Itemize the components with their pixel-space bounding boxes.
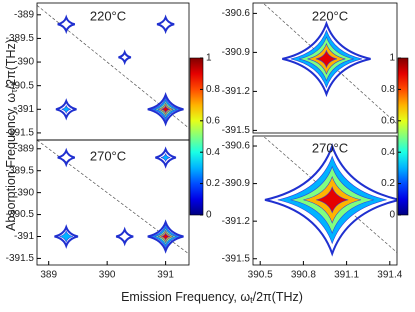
x-tick-label: 391.4 [377, 270, 402, 281]
annotation: 220°C [312, 8, 348, 23]
contour [147, 92, 184, 127]
plot-area [37, 140, 189, 255]
x-tick-label: 391.1 [334, 270, 359, 281]
y-tick-label: -391.5 [6, 128, 35, 139]
contour [118, 49, 132, 66]
y-tick-label: -391.2 [222, 216, 251, 227]
x-tick-label: 390.5 [248, 270, 273, 281]
y-tick-label: -391 [14, 104, 34, 115]
colorbar-tick-label: 0.6 [206, 115, 220, 126]
colorbar-tick-label: 0 [206, 210, 212, 221]
label-text: /2π(THz) [253, 290, 303, 304]
contour [282, 20, 371, 98]
contour [57, 147, 76, 168]
y-tick-label: -391.5 [6, 253, 35, 264]
y-tick-label: -389 [14, 9, 34, 20]
x-tick-label: 389 [40, 270, 57, 281]
y-axis-label: Absorption Frequency, ωτ/2π(THz) [4, 39, 19, 231]
y-tick-label: -390.5 [6, 209, 35, 220]
x-tick-label: 390 [99, 270, 116, 281]
y-tick-label: -390.9 [222, 178, 251, 189]
contour [115, 226, 134, 247]
contour [156, 14, 175, 35]
contour [147, 219, 184, 254]
contour [161, 104, 170, 114]
x-tick-label: 390.8 [291, 270, 316, 281]
colorbar-tick-label: 0.6 [381, 115, 395, 126]
contour [161, 232, 170, 241]
colorbar-tick-label: 0.2 [206, 178, 220, 189]
contour [315, 49, 338, 69]
contour [57, 14, 76, 35]
label-text: /2π(THz) [4, 39, 18, 89]
contour [264, 143, 397, 257]
y-tick-label: -390.9 [222, 47, 251, 58]
colorbar-tick-label: 1 [206, 53, 212, 64]
axes-frame [252, 135, 398, 266]
contour [59, 230, 74, 243]
y-tick-label: -391.5 [222, 125, 251, 136]
contour [316, 186, 349, 214]
axes-frame [252, 2, 398, 134]
label-text: Absorption Frequency, ω [4, 93, 18, 231]
label-text: Emission Frequency, ω [121, 290, 250, 304]
y-tick-label: -391 [14, 231, 34, 242]
colorbar-tick-label: 0.4 [206, 147, 220, 158]
annotation: 270°C [312, 140, 348, 155]
contour [160, 152, 171, 163]
colorbar [189, 57, 204, 216]
colorbar-tick-label: 0.8 [381, 84, 395, 95]
contour [54, 224, 79, 249]
annotation: 220°C [90, 8, 126, 23]
annotation: 270°C [90, 148, 126, 163]
y-tick-label: -390 [14, 187, 34, 198]
colorbar-tick-label: 1 [389, 53, 395, 64]
y-tick-label: -391.2 [222, 86, 251, 97]
contour [55, 98, 77, 121]
y-tick-label: -390.5 [6, 80, 35, 91]
colorbar-tick-label: 0.8 [206, 84, 220, 95]
contour [155, 146, 177, 169]
label-subscript: t [250, 295, 253, 305]
colorbar [397, 57, 409, 216]
label-subscript: τ [9, 89, 19, 93]
y-tick-label: -389.5 [6, 165, 35, 176]
y-tick-label: -389.5 [6, 33, 35, 44]
y-tick-label: -390.6 [222, 8, 251, 19]
y-tick-label: -389 [14, 143, 34, 154]
x-tick-label: 391 [157, 270, 174, 281]
plot-area [262, 136, 397, 257]
y-tick-label: -390 [14, 57, 34, 68]
colorbar-tick-label: 0.2 [381, 178, 395, 189]
plot-area [262, 3, 397, 125]
axes-frame [36, 139, 190, 266]
colorbar-tick-label: 0 [389, 210, 395, 221]
colorbar-tick-label: 0.4 [381, 147, 395, 158]
y-tick-label: -391.5 [222, 253, 251, 264]
x-axis-label: Emission Frequency, ωt/2π(THz) [121, 290, 303, 305]
contour [61, 104, 71, 114]
plot-area [37, 5, 189, 129]
y-tick-label: -390.6 [222, 141, 251, 152]
